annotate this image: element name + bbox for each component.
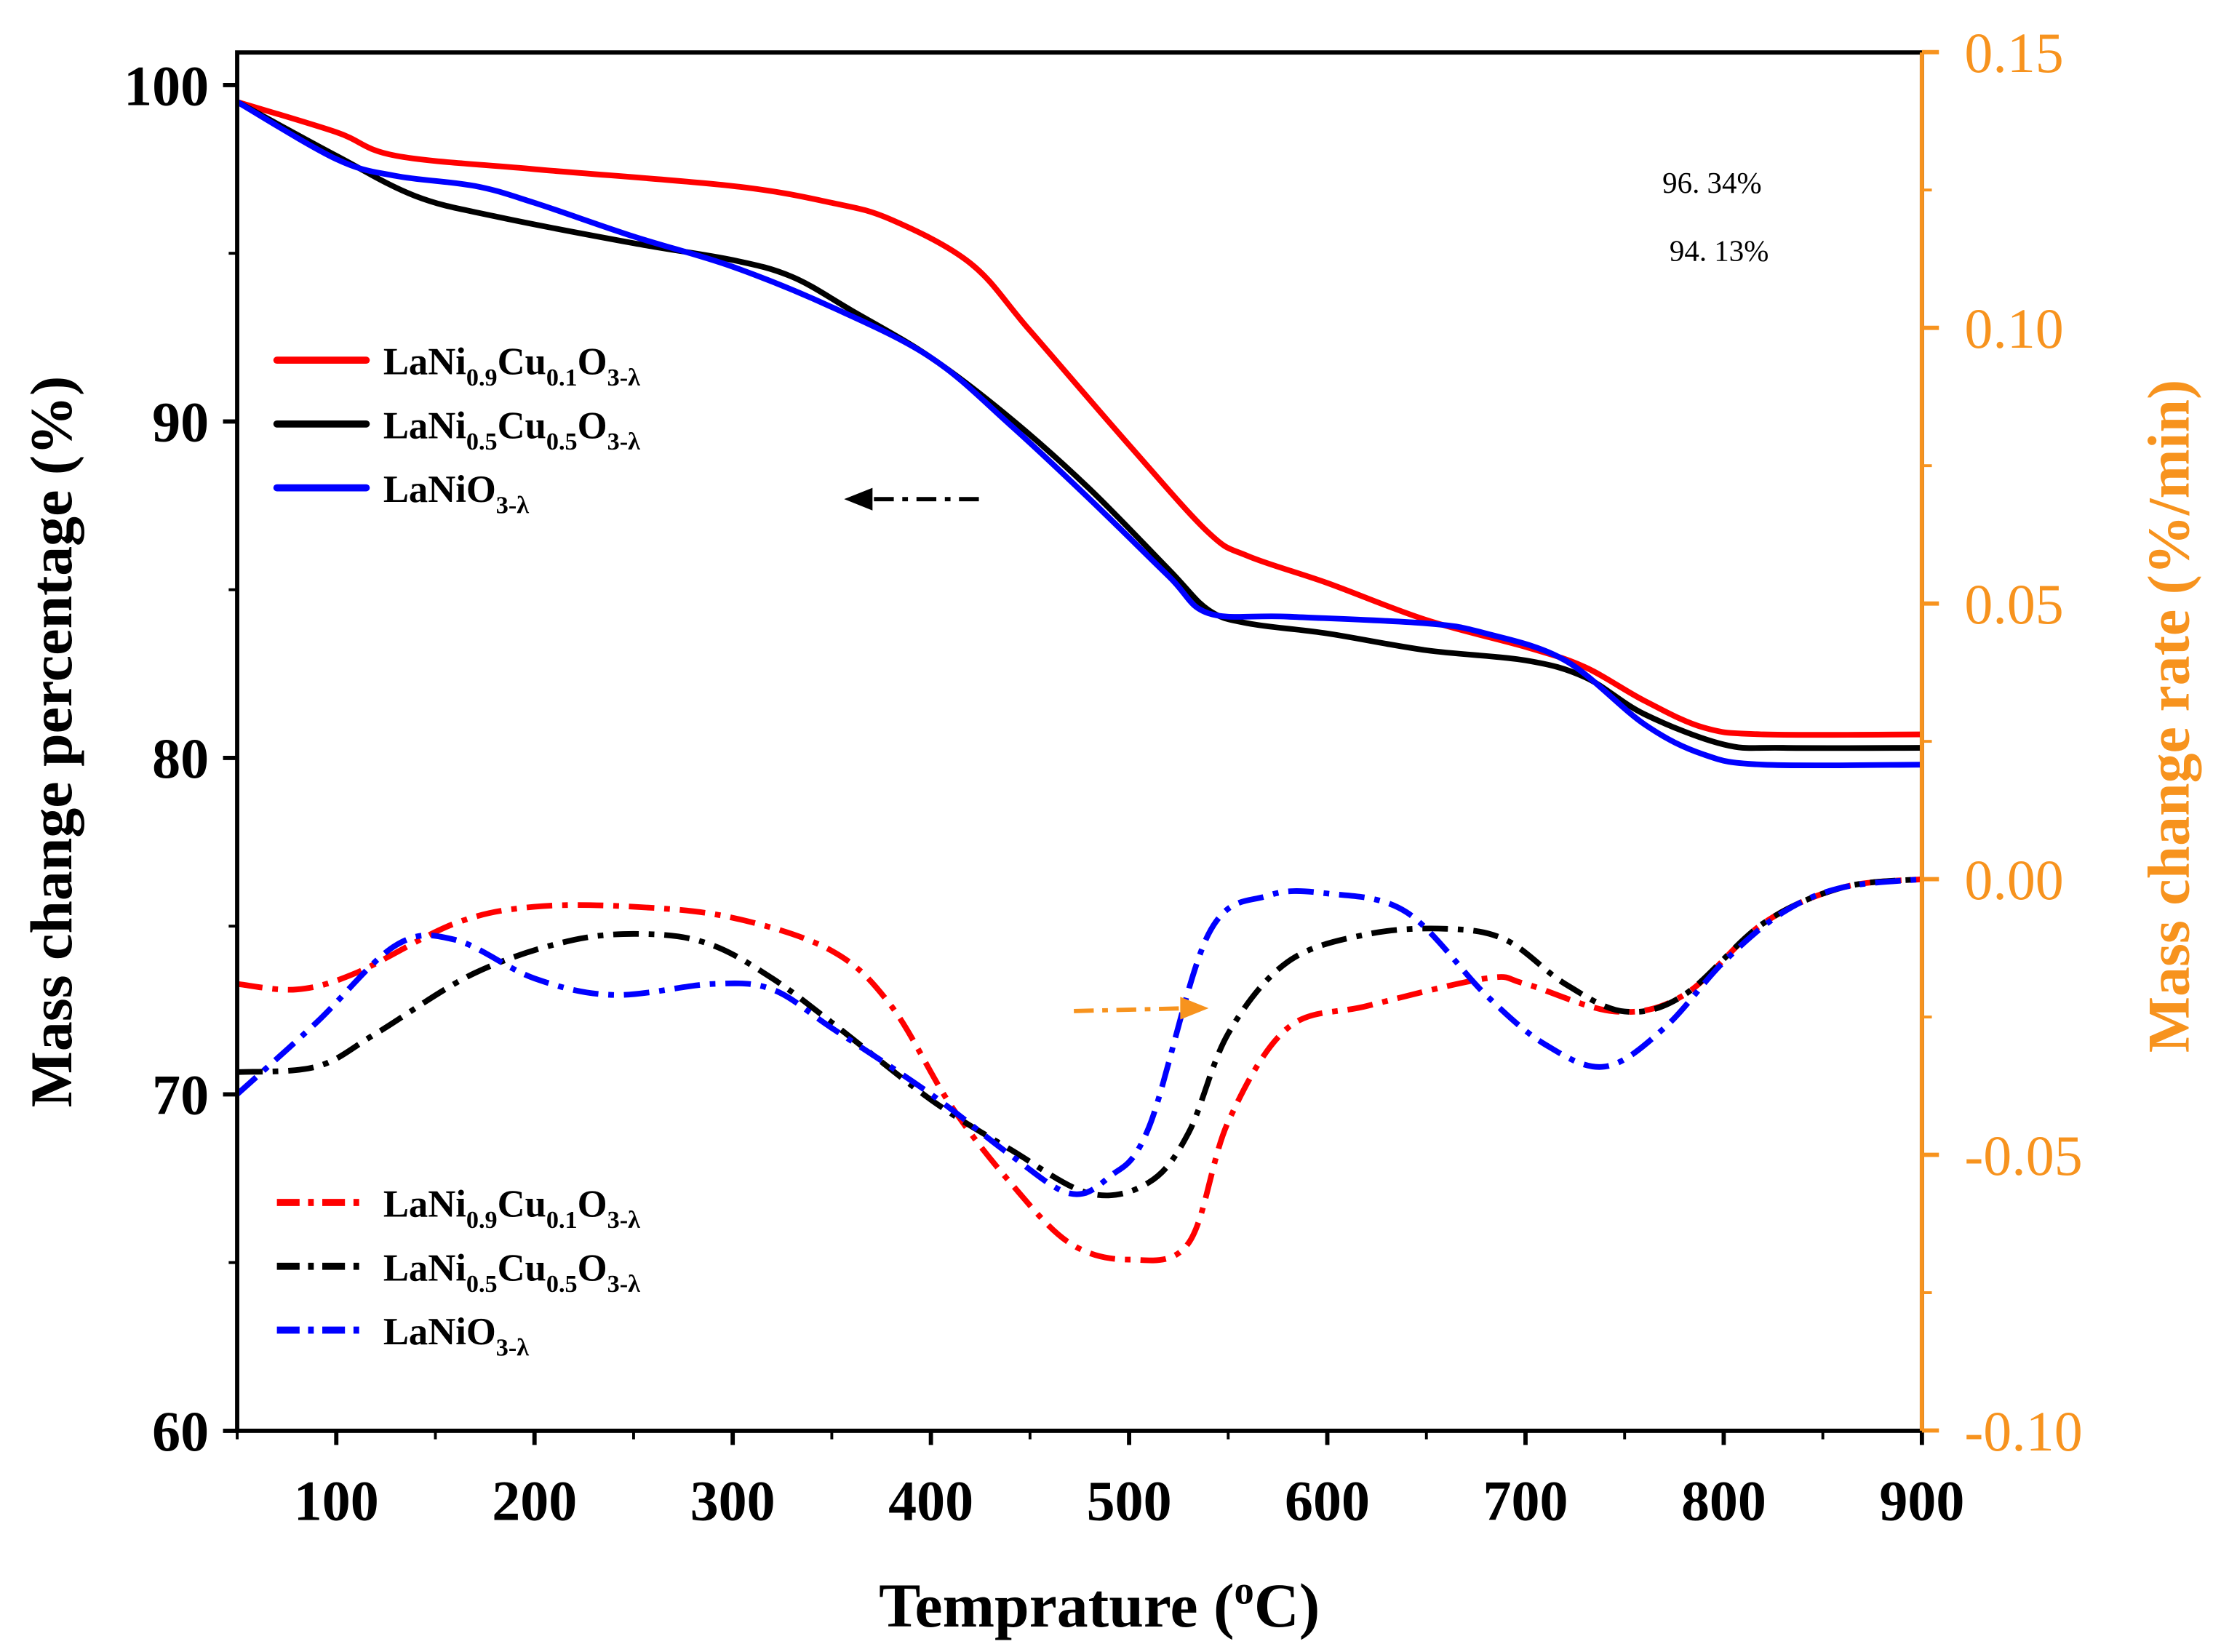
label-part: 0.5 <box>546 1271 578 1298</box>
tg-line-0 <box>236 99 1922 738</box>
y2-tick-label: 0.15 <box>1964 22 2063 84</box>
legend-label: LaNiO3-λ <box>383 1311 529 1362</box>
label-part: 0.9 <box>466 364 498 391</box>
x-tick-label: 900 <box>1879 1470 1964 1533</box>
y-tick-label: 90 <box>152 391 209 454</box>
y-axis-label: Mass change percentage (%) <box>18 376 84 1108</box>
label-part: LaNi <box>383 1247 466 1289</box>
label-part: O <box>578 1247 607 1289</box>
label-part: 3-λ <box>607 1271 640 1298</box>
y-tick-label: 60 <box>152 1400 209 1463</box>
y2-tick-label: 0.10 <box>1964 298 2063 360</box>
tg-line-1 <box>236 99 1922 751</box>
label-part: O <box>578 1184 607 1226</box>
annotation-96: 96. 34% <box>1662 167 1761 199</box>
label-part: LaNiO <box>383 1311 496 1353</box>
label-part: 0.9 <box>466 1207 498 1234</box>
y-tick-label: 100 <box>124 55 209 117</box>
label-part: LaNi <box>383 404 466 447</box>
dtg-line-1 <box>236 876 1923 1199</box>
x-tick-label: 500 <box>1087 1470 1172 1533</box>
dtg-line-2 <box>235 876 1923 1197</box>
y-tick-label: 70 <box>152 1064 209 1127</box>
label-part: 3-λ <box>496 1335 529 1362</box>
y-tick-label: 80 <box>152 727 209 790</box>
tg-line-2 <box>236 99 1922 769</box>
label-part: 0.1 <box>546 1207 578 1234</box>
annotation-94: 94. 13% <box>1670 235 1769 268</box>
x-label-part: o <box>1235 1568 1254 1613</box>
label-part: LaNi <box>383 341 466 383</box>
label-part: Cu <box>498 341 546 383</box>
x-tick-label: 100 <box>294 1470 379 1533</box>
y2-tick-label: 0.00 <box>1964 849 2063 911</box>
dtg-line-0 <box>236 876 1923 1264</box>
legend-label: LaNi0.9Cu0.1O3-λ <box>383 341 640 392</box>
label-part: 3-λ <box>496 492 529 519</box>
x-axis-label: Temprature (oC) <box>879 1568 1320 1640</box>
label-part: LaNiO <box>383 468 496 511</box>
x-tick-label: 700 <box>1483 1470 1568 1533</box>
label-part: 0.5 <box>466 428 498 455</box>
y2-axis-label: Mass change rate (%/min) <box>2135 380 2201 1053</box>
y2-tick-label: -0.05 <box>1964 1125 2082 1187</box>
label-part: Cu <box>498 1247 546 1289</box>
x-tick-label: 300 <box>690 1470 775 1533</box>
label-part: LaNi <box>383 1184 466 1226</box>
legend-label: LaNi0.5Cu0.5O3-λ <box>383 404 640 455</box>
label-part: O <box>578 404 607 447</box>
x-tick-label: 800 <box>1681 1470 1766 1533</box>
x-tick-label: 400 <box>888 1470 973 1533</box>
label-part: 0.5 <box>466 1271 498 1298</box>
label-part: Cu <box>498 404 546 447</box>
x-label-part: Temprature ( <box>879 1571 1234 1640</box>
label-part: O <box>578 341 607 383</box>
legend-label: LaNi0.9Cu0.1O3-λ <box>383 1184 640 1234</box>
y2-tick-label: -0.10 <box>1964 1400 2082 1463</box>
y2-tick-label: 0.05 <box>1964 573 2063 636</box>
label-part: 3-λ <box>607 364 640 391</box>
legend-label: LaNiO3-λ <box>383 468 529 519</box>
label-part: Cu <box>498 1184 546 1226</box>
legend-label: LaNi0.5Cu0.5O3-λ <box>383 1247 640 1298</box>
legends: LaNi0.9Cu0.1O3-λLaNi0.5Cu0.5O3-λLaNiO3-λ… <box>273 341 640 1362</box>
x-label-part: C) <box>1254 1571 1320 1640</box>
label-part: 0.5 <box>546 428 578 455</box>
x-tick-label: 200 <box>492 1470 577 1533</box>
label-part: 0.1 <box>546 364 578 391</box>
x-tick-label: 600 <box>1285 1470 1370 1533</box>
curves <box>235 99 1923 1264</box>
arrow-right-dtg <box>1074 997 1209 1020</box>
label-part: 3-λ <box>607 1207 640 1234</box>
ticks: 100 200 300 400 500 600 700 800 900 60 70 80 90 100 -0… <box>124 22 2083 1533</box>
label-part: 3-λ <box>607 428 640 455</box>
arrow-left-tg <box>844 487 979 511</box>
